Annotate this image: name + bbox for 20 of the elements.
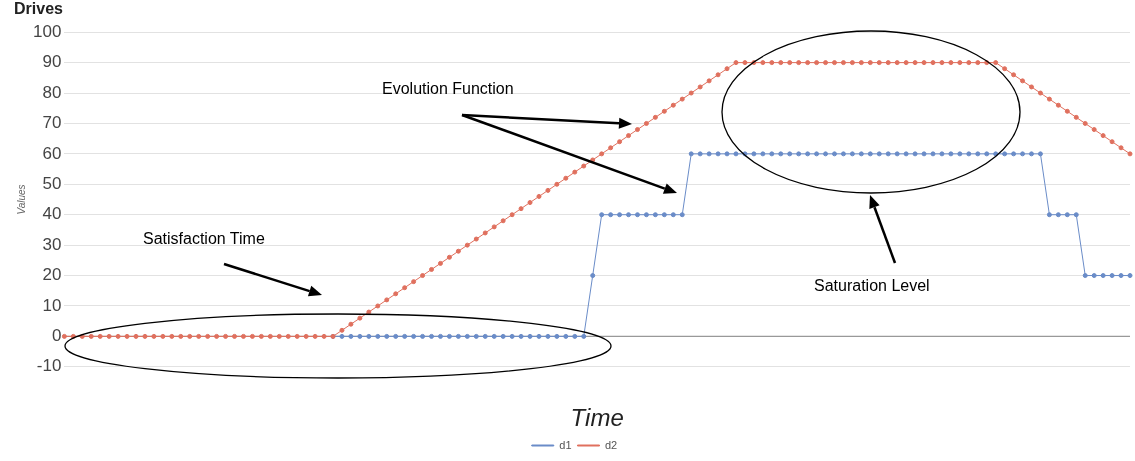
y-tick-label: 20 — [42, 265, 62, 285]
y-tick-label: 80 — [42, 82, 62, 102]
x-axis-title: Time — [570, 404, 624, 432]
y-tick-label: -10 — [36, 356, 62, 376]
annotation: Satisfaction Time — [143, 230, 265, 248]
annotation: Saturation Level — [814, 277, 930, 295]
y-tick-label: 100 — [32, 21, 62, 41]
y-tick-label: 40 — [42, 204, 62, 224]
legend-label: d1 — [559, 438, 572, 451]
y-tick-label: 10 — [42, 295, 62, 315]
y-tick-label: 70 — [42, 113, 62, 133]
y-tick-label: 90 — [42, 52, 62, 72]
y-tick-label: 60 — [42, 143, 62, 163]
y-axis-title: Values — [15, 184, 27, 215]
y-tick-label: 50 — [42, 173, 62, 193]
chart-title: Drives — [14, 0, 64, 18]
annotation: Evolution Function — [382, 80, 514, 98]
legend-label: d2 — [605, 438, 618, 451]
y-tick-label: 30 — [42, 234, 62, 254]
y-tick-label: 0 — [51, 326, 62, 346]
